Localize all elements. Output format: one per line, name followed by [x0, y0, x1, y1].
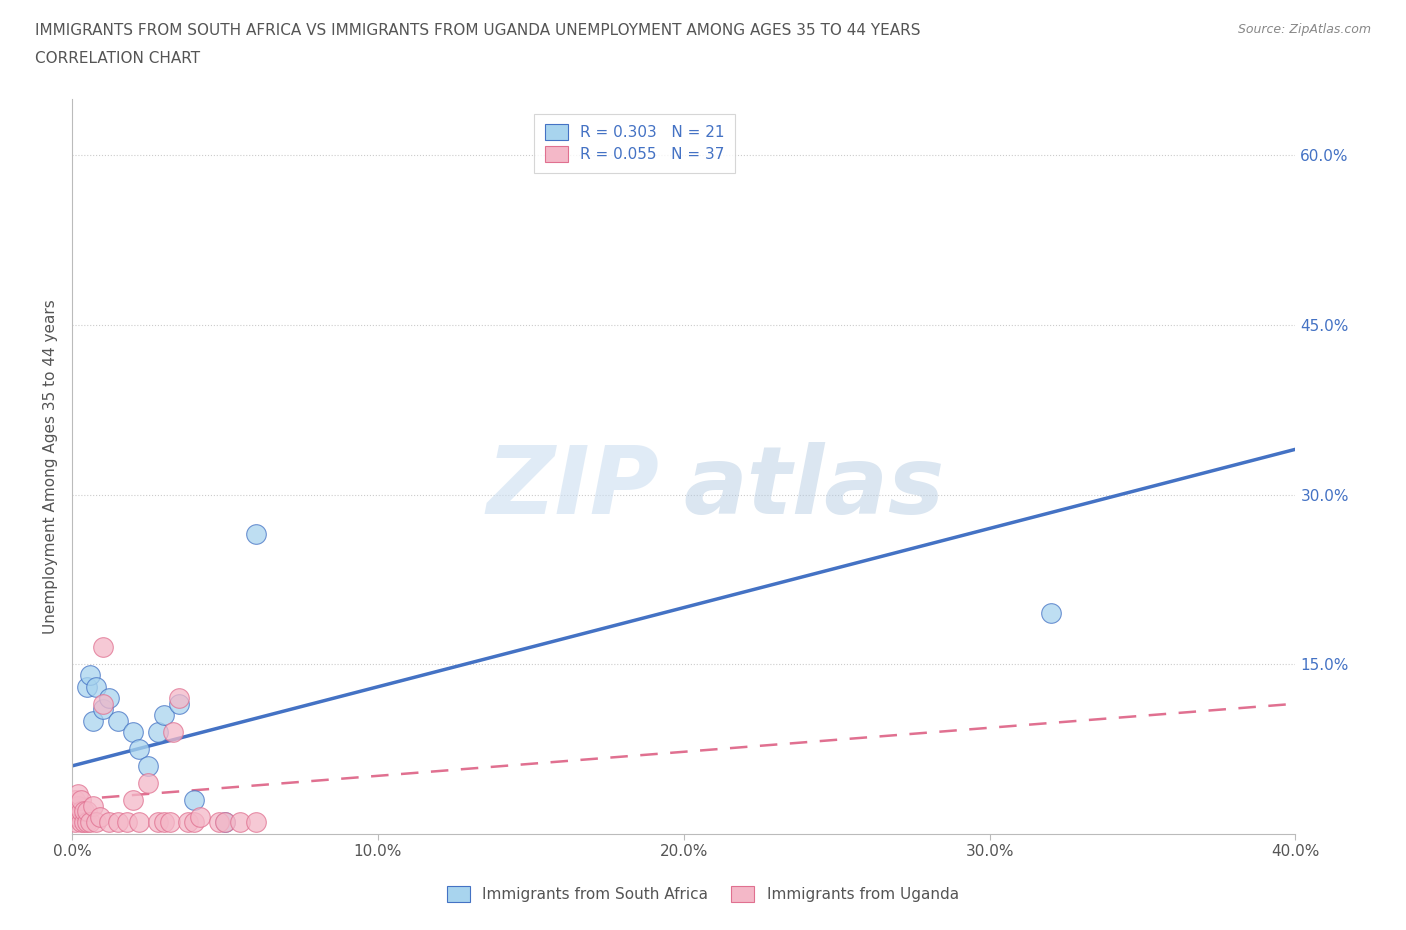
- Legend: R = 0.303   N = 21, R = 0.055   N = 37: R = 0.303 N = 21, R = 0.055 N = 37: [534, 113, 735, 173]
- Point: [76, 815, 98, 830]
- Text: ZIP: ZIP: [486, 443, 659, 535]
- Point: [146, 724, 169, 739]
- Point: [208, 815, 231, 830]
- Point: [67, 804, 90, 818]
- Point: [183, 792, 205, 807]
- Point: [107, 815, 129, 830]
- Point: [167, 691, 190, 706]
- Point: [122, 792, 145, 807]
- Point: [97, 691, 120, 706]
- Point: [91, 640, 114, 655]
- Point: [63, 804, 86, 818]
- Point: [229, 815, 252, 830]
- Point: [79, 668, 101, 683]
- Legend: Immigrants from South Africa, Immigrants from Uganda: Immigrants from South Africa, Immigrants…: [441, 880, 965, 909]
- Point: [67, 798, 90, 813]
- Point: [177, 815, 200, 830]
- Point: [107, 713, 129, 728]
- Point: [214, 815, 236, 830]
- Point: [86, 815, 108, 830]
- Point: [167, 697, 190, 711]
- Point: [128, 815, 150, 830]
- Point: [86, 679, 108, 694]
- Y-axis label: Unemployment Among Ages 35 to 44 years: Unemployment Among Ages 35 to 44 years: [44, 299, 58, 633]
- Point: [70, 804, 93, 818]
- Text: IMMIGRANTS FROM SOUTH AFRICA VS IMMIGRANTS FROM UGANDA UNEMPLOYMENT AMONG AGES 3: IMMIGRANTS FROM SOUTH AFRICA VS IMMIGRAN…: [35, 23, 921, 38]
- Point: [70, 792, 93, 807]
- Point: [76, 679, 98, 694]
- Point: [128, 741, 150, 756]
- Point: [214, 815, 236, 830]
- Point: [152, 815, 174, 830]
- Point: [122, 724, 145, 739]
- Point: [82, 713, 104, 728]
- Text: Source: ZipAtlas.com: Source: ZipAtlas.com: [1237, 23, 1371, 36]
- Point: [190, 809, 212, 824]
- Point: [67, 809, 90, 824]
- Point: [138, 759, 160, 774]
- Text: atlas: atlas: [683, 443, 945, 535]
- Point: [245, 815, 267, 830]
- Point: [79, 815, 101, 830]
- Point: [245, 526, 267, 541]
- Point: [91, 702, 114, 717]
- Point: [162, 724, 184, 739]
- Point: [63, 792, 86, 807]
- Point: [146, 815, 169, 830]
- Point: [76, 804, 98, 818]
- Point: [63, 804, 86, 818]
- Point: [89, 809, 111, 824]
- Point: [115, 815, 138, 830]
- Point: [82, 798, 104, 813]
- Point: [159, 815, 181, 830]
- Point: [91, 697, 114, 711]
- Point: [97, 815, 120, 830]
- Point: [73, 804, 96, 818]
- Point: [70, 815, 93, 830]
- Text: CORRELATION CHART: CORRELATION CHART: [35, 51, 200, 66]
- Point: [152, 708, 174, 723]
- Point: [70, 809, 93, 824]
- Point: [67, 787, 90, 802]
- Point: [183, 815, 205, 830]
- Point: [73, 809, 96, 824]
- Point: [73, 815, 96, 830]
- Point: [1039, 605, 1062, 620]
- Point: [138, 776, 160, 790]
- Point: [63, 815, 86, 830]
